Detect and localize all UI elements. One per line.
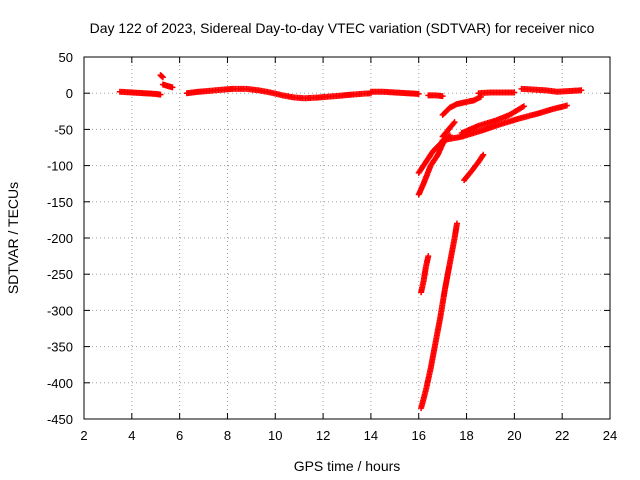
data-point xyxy=(511,89,518,96)
data-point xyxy=(159,74,166,81)
x-tick-label: 22 xyxy=(555,428,569,443)
y-tick-label: -150 xyxy=(47,195,73,210)
chart-title: Day 122 of 2023, Sidereal Day-to-day VTE… xyxy=(90,20,595,36)
data-point xyxy=(415,90,422,97)
data-point xyxy=(439,93,446,100)
data-point xyxy=(477,93,484,100)
x-tick-label: 20 xyxy=(507,428,521,443)
x-tick-label: 6 xyxy=(176,428,183,443)
x-tick-label: 14 xyxy=(364,428,378,443)
data-point xyxy=(480,151,487,158)
x-tick-label: 12 xyxy=(316,428,330,443)
grid-lines xyxy=(84,57,610,419)
y-tick-label: -200 xyxy=(47,231,73,246)
data-point xyxy=(425,253,432,260)
x-tick-label: 8 xyxy=(224,428,231,443)
x-axis-ticks: 2 4 6 8 10 12 14 16 18 20 22 24 xyxy=(80,57,617,443)
data-point xyxy=(453,220,460,227)
x-tick-label: 16 xyxy=(411,428,425,443)
x-axis-label: GPS time / hours xyxy=(294,458,401,474)
y-tick-label: 50 xyxy=(59,50,73,65)
data-point xyxy=(520,103,527,110)
y-tick-label: 0 xyxy=(66,86,73,101)
data-point xyxy=(450,120,457,127)
x-tick-label: 2 xyxy=(80,428,87,443)
data-point xyxy=(563,102,570,109)
x-tick-label: 24 xyxy=(603,428,617,443)
data-point xyxy=(451,119,458,126)
data-point xyxy=(169,84,176,91)
plot-frame xyxy=(83,56,611,420)
y-tick-label: -100 xyxy=(47,159,73,174)
x-tick-label: 10 xyxy=(268,428,282,443)
y-tick-label: -300 xyxy=(47,303,73,318)
x-tick-label: 18 xyxy=(459,428,473,443)
data-points xyxy=(116,72,585,412)
y-axis-label: SDTVAR / TECUs xyxy=(5,182,21,294)
y-tick-label: -350 xyxy=(47,340,73,355)
data-point xyxy=(578,87,585,94)
data-point xyxy=(157,91,164,98)
y-tick-label: -50 xyxy=(54,122,73,137)
y-tick-label: -400 xyxy=(47,376,73,391)
data-point xyxy=(479,152,486,159)
y-axis-ticks: 50 0 -50 -100 -150 -200 -250 -300 -350 -400 -450 xyxy=(47,50,610,427)
y-tick-label: -250 xyxy=(47,267,73,282)
x-tick-label: 4 xyxy=(128,428,135,443)
y-tick-label: -450 xyxy=(47,412,73,427)
